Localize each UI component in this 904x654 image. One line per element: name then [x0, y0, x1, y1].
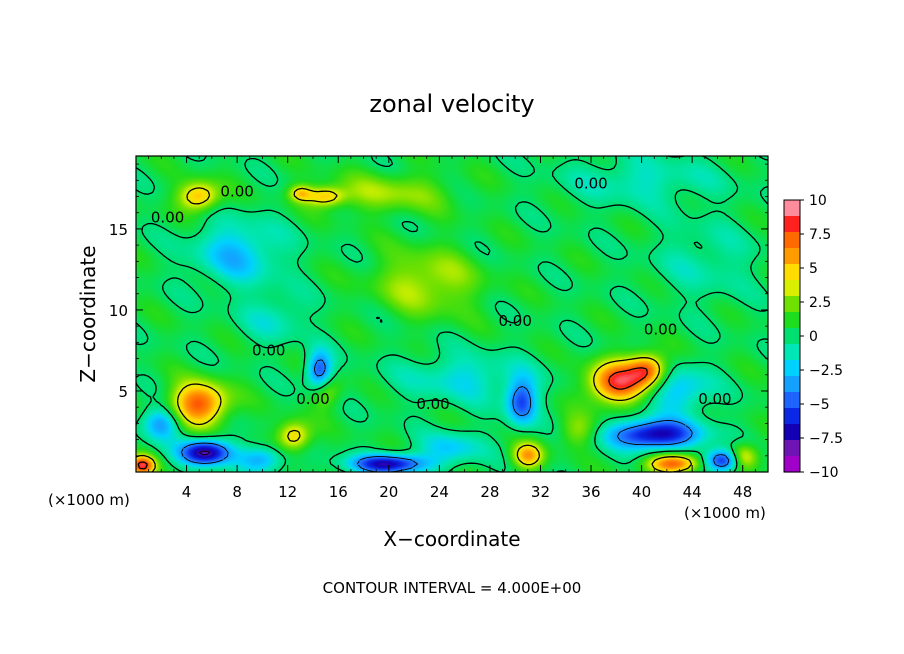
- x-tick-label: 36: [581, 483, 600, 501]
- contour-label: 0.00: [416, 395, 449, 413]
- colorbar-swatch: [784, 200, 800, 217]
- contour-label: 0.00: [151, 208, 184, 226]
- y-axis: 5 10 15: [109, 163, 768, 457]
- x-tick-label: 28: [480, 483, 499, 501]
- contour-label: 0.00: [220, 183, 253, 201]
- colorbar-tick-label: −7.5: [809, 431, 843, 447]
- y-tick-label: 15: [109, 221, 128, 239]
- colorbar-tick-label: 2.5: [809, 295, 831, 311]
- x-axis: 4 8 12 16 20 24 28 32 36 40 44 48: [148, 156, 756, 501]
- colorbar-swatch: [784, 216, 800, 233]
- x-tick-label: 24: [430, 483, 449, 501]
- x-tick-label: 8: [232, 483, 242, 501]
- y-tick-label: 5: [118, 383, 128, 401]
- x-tick-label: 48: [733, 483, 752, 501]
- contour-label: 0.00: [252, 341, 285, 359]
- contour-line: [135, 155, 769, 473]
- contour-label: 0.00: [498, 312, 531, 330]
- colorbar-swatch: [784, 360, 800, 377]
- colorbar-swatch: [784, 392, 800, 409]
- x-axis-label: X−coordinate: [383, 527, 520, 551]
- contour-line: [181, 359, 730, 473]
- colorbar-swatch: [784, 312, 800, 329]
- colorbar-swatch: [784, 296, 800, 313]
- colorbar-swatch: [784, 328, 800, 345]
- colorbar-tick-label: 10: [809, 193, 827, 209]
- x-tick-label: 32: [531, 483, 550, 501]
- chart-title: zonal velocity: [369, 90, 534, 118]
- x-tick-label: 12: [278, 483, 297, 501]
- contour-lines: 0.00 0.00 0.00 0.00 0.00 0.00 0.00 0.00 0.00: [135, 155, 769, 473]
- plot-area: 0.00 0.00 0.00 0.00 0.00 0.00 0.00 0.00 0.00: [135, 155, 769, 473]
- x-tick-label: 20: [379, 483, 398, 501]
- colorbar-tick-label: −5: [809, 397, 830, 413]
- contour-label: 0.00: [644, 320, 677, 338]
- heatmap-field: [136, 156, 768, 472]
- colorbar-swatch: [784, 456, 800, 473]
- contour-label: 0.00: [296, 390, 329, 408]
- contour-line: [198, 450, 211, 456]
- x-unit-left: (×1000 m): [48, 491, 130, 509]
- colorbar-swatch: [784, 232, 800, 249]
- colorbar-swatch: [784, 248, 800, 265]
- colorbar-tick-label: −2.5: [809, 363, 843, 379]
- colorbar-swatch: [784, 280, 800, 297]
- colorbar-swatch: [784, 376, 800, 393]
- colorbar-tick-label: −10: [809, 465, 839, 481]
- x-unit-right: (×1000 m): [684, 504, 766, 522]
- colorbar-swatch: [784, 440, 800, 457]
- colorbar-swatch: [784, 344, 800, 361]
- x-tick-label: 4: [182, 483, 192, 501]
- colorbar-swatch: [784, 408, 800, 425]
- y-axis-label: Z−coordinate: [76, 245, 100, 382]
- y-tick-label: 10: [109, 302, 128, 320]
- x-tick-label: 40: [632, 483, 651, 501]
- colorbar: 10 7.5 5 2.5 0 −2.5 −5 −7.5 −10: [783, 193, 843, 481]
- contour-line: [137, 367, 649, 470]
- contour-label: 0.00: [698, 390, 731, 408]
- contour-label: 0.00: [574, 174, 607, 192]
- x-tick-label: 44: [683, 483, 702, 501]
- contour-line: [135, 187, 693, 473]
- colorbar-tick-label: 0: [809, 329, 818, 345]
- x-tick-label: 16: [329, 483, 348, 501]
- colorbar-swatch: [784, 264, 800, 281]
- colorbar-tick-label: 5: [809, 261, 818, 277]
- colorbar-swatch: [784, 424, 800, 441]
- colorbar-tick-label: 7.5: [809, 227, 831, 243]
- contour-interval-note: CONTOUR INTERVAL = 4.000E+00: [323, 579, 582, 597]
